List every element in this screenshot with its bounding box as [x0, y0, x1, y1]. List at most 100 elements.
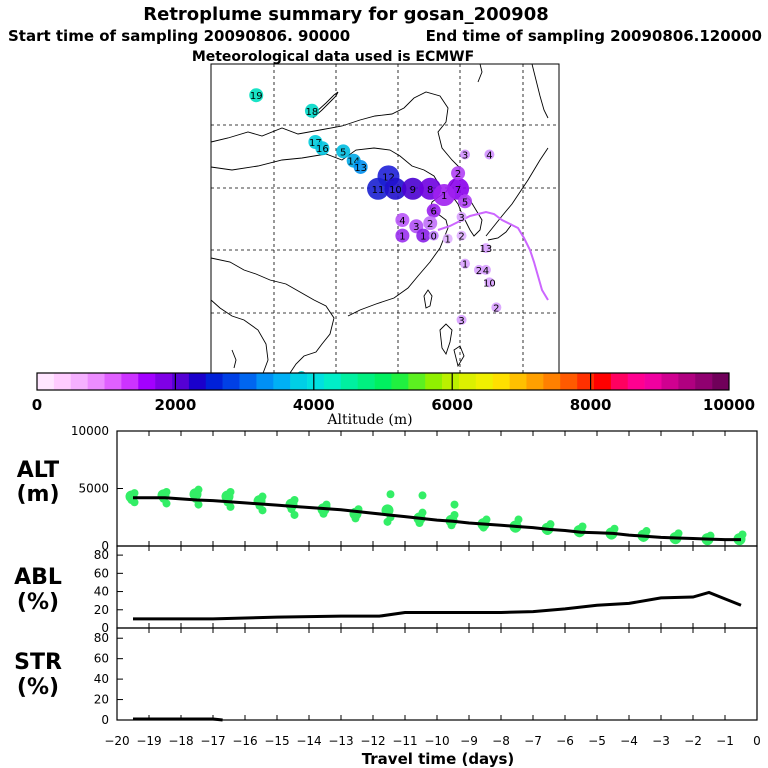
colorbar-cell: [188, 373, 207, 390]
trajectory-point: 2: [473, 264, 484, 277]
colorbar-cell: [492, 373, 510, 390]
panel-ylabel-unit: (%): [17, 590, 59, 615]
trajectory-day-label: 4: [486, 150, 492, 161]
trajectory-day-label: 1: [399, 232, 405, 243]
colorbar-cell: [138, 373, 156, 390]
x-tick-label: −2: [684, 734, 702, 748]
trajectory-point: 2: [491, 302, 502, 314]
colorbar-cell: [661, 373, 679, 390]
scatter-point: [450, 510, 459, 519]
x-axis-label: Travel time (days): [362, 750, 515, 768]
scatter-point: [226, 487, 235, 496]
x-tick-label: −12: [360, 734, 385, 748]
scatter-point: [258, 492, 267, 501]
x-tick-label: −11: [392, 734, 417, 748]
str-panel: 0 20 40 60 80 STR(%): [14, 627, 758, 727]
colorbar-cell: [121, 373, 139, 390]
sampling-end: End time of sampling 20090806.120000: [426, 27, 762, 45]
trajectory-day-label: 1: [444, 235, 450, 246]
trajectory-day-label: 13: [480, 244, 493, 255]
scatter-point: [447, 521, 456, 530]
x-tick-label: −16: [232, 734, 257, 748]
scatter-point: [130, 489, 139, 498]
alt-panel: 0 5000 10000 ALT(m): [16, 424, 758, 553]
panel-ylabel: STR: [14, 650, 62, 675]
colorbar-cell: [442, 373, 460, 390]
colorbar-cell: [256, 373, 274, 390]
colorbar-tick-label: 8000: [570, 396, 612, 414]
trajectory-marker: [249, 88, 264, 103]
colorbar-cell: [458, 373, 477, 390]
y-tick-label: 80: [94, 548, 109, 562]
x-tick-label: −17: [200, 734, 225, 748]
trajectory-day-label: 14: [347, 157, 360, 168]
colorbar-cell: [593, 373, 612, 390]
trajectory-point: 9: [401, 177, 424, 200]
trajectory-marker: [426, 203, 441, 218]
trajectory-marker: [456, 211, 467, 222]
trajectory-marker: [442, 233, 453, 244]
scatter-point: [258, 506, 267, 515]
x-tick-label: −13: [328, 734, 353, 748]
colorbar-cell: [155, 373, 173, 390]
trajectory-point: 13: [353, 159, 368, 174]
trajectory-point: 5: [336, 144, 351, 159]
x-tick-label: −8: [492, 734, 510, 748]
colorbar-tick-label: 10000: [703, 396, 755, 414]
colorbar-cell: [205, 373, 223, 390]
series-line: [133, 496, 741, 542]
y-tick-label: 5000: [78, 482, 109, 496]
trajectory-point: 10: [483, 277, 496, 289]
trajectory-marker: [401, 177, 424, 200]
sampling-start: Start time of sampling 20090806. 90000: [8, 27, 350, 45]
trajectory-point: 2: [423, 216, 438, 231]
trajectory-point: 1: [442, 233, 453, 246]
trajectory-marker: [423, 216, 438, 231]
trajectory-day-label: 2: [493, 303, 499, 314]
scatter-point: [674, 529, 683, 538]
trajectory-point: 2: [456, 230, 467, 243]
x-tick-label: −18: [168, 734, 193, 748]
colorbar-tick-label: 2000: [155, 396, 197, 414]
trajectory-point: 1: [395, 228, 410, 243]
scatter-point: [418, 508, 427, 517]
altitude-colorbar: 0 2000 4000 6000 8000 10000 Altitude (m): [32, 372, 755, 428]
y-tick-label: 0: [101, 621, 109, 635]
trajectory-point: 1: [433, 184, 456, 207]
trajectory-day-label: 1: [441, 191, 447, 202]
trajectory-point: 0: [428, 230, 439, 243]
scatter-point: [194, 485, 203, 494]
series-line: [133, 590, 742, 621]
map-frame: [210, 63, 560, 377]
colorbar-cell: [526, 373, 544, 390]
panel-ylabel: ALT: [17, 458, 59, 483]
trajectory-day-label: 6: [431, 207, 437, 218]
trajectory-marker: [395, 228, 410, 243]
trajectory-point: 11: [367, 177, 390, 200]
colorbar-cell: [222, 373, 240, 390]
y-tick-label: 10000: [71, 424, 109, 438]
x-tick-label: −15: [264, 734, 289, 748]
x-axis: −20 −19 −18 −17 −16 −15 −14 −13 −12 −11 −10 −9 −8 −7−…: [104, 734, 760, 748]
colorbar-cell: [644, 373, 662, 390]
colorbar-cell: [53, 373, 72, 390]
trajectory-point: 16: [315, 141, 330, 156]
panel-frame: [116, 545, 758, 629]
trajectory-day-label: 3: [458, 316, 464, 327]
trajectory-day-label: 18: [306, 107, 319, 118]
scatter-point: [738, 530, 747, 539]
trajectory-day-label: 2: [458, 232, 464, 243]
trajectory-marker: [336, 144, 351, 159]
scatter-point: [418, 491, 427, 500]
trajectory-day-label: 4: [399, 216, 405, 227]
y-tick-label: 20: [94, 603, 109, 617]
panel-ylabel-unit: (m): [16, 482, 59, 507]
x-tick-label: 0: [753, 734, 761, 748]
y-tick-label: 80: [94, 631, 109, 645]
scatter-point: [415, 519, 424, 527]
colorbar-cell: [543, 373, 561, 390]
colorbar-cell: [695, 373, 713, 390]
trajectory-marker: [451, 166, 466, 181]
scatter-point: [226, 502, 235, 511]
